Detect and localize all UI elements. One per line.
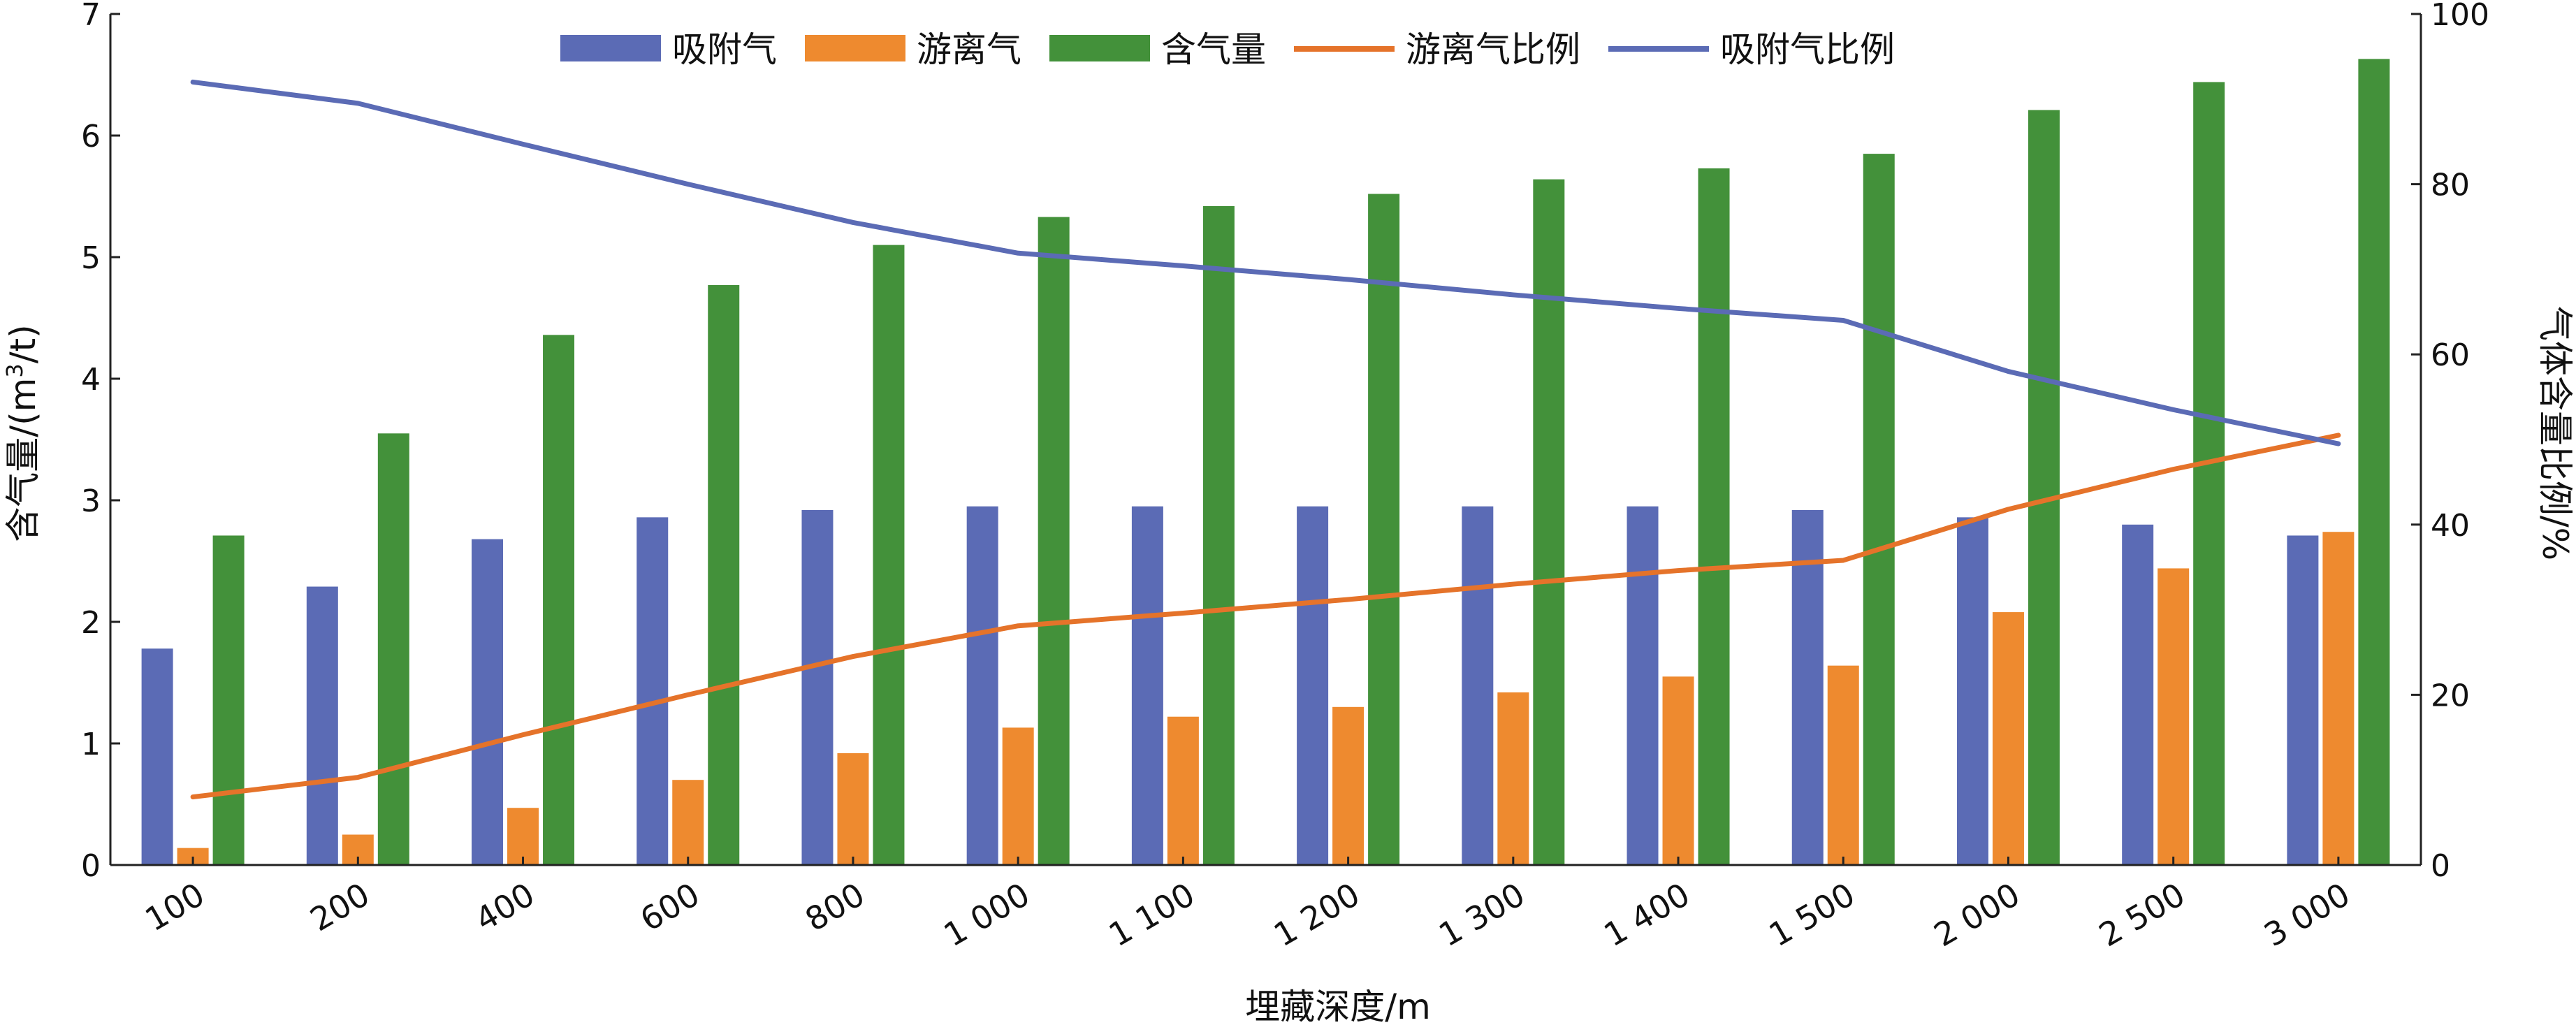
bar-series3-100 (212, 535, 245, 865)
right-y-axis-title: 气体含量比例/% (2535, 306, 2575, 560)
legend-label-2: 游离气 (917, 29, 1021, 70)
left-y-tick-label-7: 7 (81, 0, 101, 33)
x-tick-label-100: 100 (139, 875, 211, 939)
left-y-axis-title: 含气量/(m3/t) (1, 324, 43, 542)
bar-series2-400 (507, 808, 539, 865)
line-series-1 (190, 433, 2341, 800)
legend-label-3: 含气量 (1161, 29, 1266, 70)
bar-series3-600 (708, 285, 740, 865)
bar-series1-100 (141, 648, 173, 865)
x-tick-label-1500: 1 500 (1763, 875, 1861, 954)
legend-swatch-3 (1049, 35, 1150, 61)
x-tick-label-1300: 1 300 (1432, 875, 1531, 954)
left-y-tick-label-4: 4 (81, 362, 101, 398)
bar-series3-2500 (2193, 82, 2225, 866)
x-axis-title: 埋藏深度/m (1245, 987, 1431, 1027)
bar-series3-400 (543, 335, 575, 865)
x-tick-label-600: 600 (634, 875, 706, 939)
x-tick-label-2000: 2 000 (1928, 875, 2026, 954)
bar-series2-600 (672, 780, 704, 865)
x-tick-label-3000: 3 000 (2257, 875, 2356, 954)
bar-series2-3000 (2322, 532, 2355, 865)
x-tick-label-2500: 2 500 (2093, 875, 2191, 954)
bar-series2-1400 (1662, 676, 1694, 865)
left-y-tick-label-6: 6 (81, 119, 101, 154)
bar-series3-1500 (1863, 154, 1895, 866)
bar-series3-1300 (1533, 179, 1565, 865)
left-y-tick-label-5: 5 (81, 240, 101, 276)
left-y-axis-title-prefix: 含气量/(m (3, 378, 43, 542)
bar-series1-1500 (1791, 509, 1824, 865)
x-tick-label-1000: 1 000 (938, 875, 1036, 954)
right-y-tick-label-40: 40 (2431, 508, 2470, 544)
x-tick-label-1400: 1 400 (1597, 875, 1696, 954)
left-y-tick-label-3: 3 (81, 484, 101, 519)
bar-series2-1300 (1497, 692, 1529, 865)
right-y-tick-label-60: 60 (2431, 337, 2470, 373)
bar-series1-1100 (1131, 506, 1163, 865)
x-tick-label-200: 200 (304, 875, 376, 939)
bar-series2-1500 (1827, 665, 1859, 865)
bar-series1-800 (801, 509, 834, 865)
x-tick-label-800: 800 (799, 875, 871, 939)
bar-series3-1200 (1368, 194, 1400, 865)
line-series-2 (190, 79, 2341, 446)
bar-series3-800 (873, 245, 905, 866)
left-y-axis-title-suffix: /t) (3, 324, 43, 363)
right-y-tick-label-20: 20 (2431, 678, 2470, 713)
legend: 吸附气 游离气 含气量 游离气比例 吸附气比例 (560, 29, 1895, 70)
legend-label-5: 吸附气比例 (1720, 29, 1895, 70)
bar-series2-1200 (1332, 706, 1365, 865)
bar-series1-200 (306, 586, 338, 865)
lines-layer (190, 79, 2341, 800)
bar-series1-1000 (966, 506, 998, 865)
bar-series2-1000 (1002, 727, 1034, 865)
legend-label-1: 吸附气 (672, 29, 777, 70)
bar-series3-1000 (1038, 217, 1070, 866)
bar-series3-1400 (1698, 168, 1730, 866)
left-y-tick-label-2: 2 (81, 605, 101, 641)
right-y-tick-label-0: 0 (2431, 848, 2450, 884)
bar-series2-2000 (1992, 612, 2024, 865)
left-y-tick-label-1: 1 (81, 727, 101, 762)
bar-series2-1100 (1167, 716, 1199, 865)
x-tick-label-1100: 1 100 (1103, 875, 1201, 954)
bar-series3-3000 (2358, 59, 2390, 865)
bar-series2-800 (837, 753, 869, 865)
bar-series3-200 (377, 433, 409, 865)
left-y-axis-title-sup: 3 (1, 363, 28, 377)
bars-layer (141, 59, 2390, 866)
bar-series3-2000 (2028, 110, 2060, 866)
legend-label-4: 游离气比例 (1406, 29, 1580, 70)
bar-series1-400 (472, 539, 504, 865)
bar-series1-600 (636, 517, 669, 865)
legend-swatch-1 (560, 35, 661, 61)
x-tick-label-400: 400 (469, 875, 541, 939)
bar-series1-2500 (2122, 524, 2154, 865)
left-y-tick-label-0: 0 (81, 848, 101, 884)
legend-swatch-2 (805, 35, 905, 61)
bar-series1-1400 (1627, 506, 1659, 865)
bar-series1-3000 (2287, 535, 2319, 865)
right-y-tick-label-100: 100 (2431, 0, 2489, 33)
x-tick-label-1200: 1 200 (1267, 875, 1366, 954)
bar-series1-1200 (1297, 506, 1329, 865)
bar-series2-2500 (2157, 568, 2190, 865)
bar-series3-1100 (1202, 205, 1235, 865)
bar-series1-1300 (1462, 506, 1494, 865)
right-y-tick-label-80: 80 (2431, 168, 2470, 203)
bar-series1-2000 (1956, 517, 1988, 865)
